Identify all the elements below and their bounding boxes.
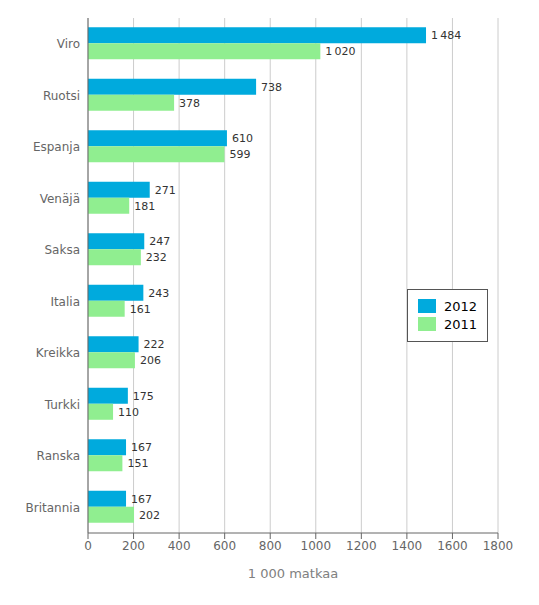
svg-text:1800: 1800 [483,539,514,553]
svg-text:400: 400 [168,539,191,553]
svg-text:Espanja: Espanja [33,140,80,154]
svg-text:Turkki: Turkki [44,398,80,412]
svg-text:247: 247 [149,235,170,248]
svg-text:Kreikka: Kreikka [36,346,80,360]
svg-text:181: 181 [134,200,155,213]
svg-text:222: 222 [144,338,165,351]
svg-text:232: 232 [146,251,167,264]
svg-text:Venäjä: Venäjä [40,192,80,206]
svg-text:Ruotsi: Ruotsi [43,89,80,103]
svg-text:Saksa: Saksa [44,243,80,257]
svg-text:Italia: Italia [50,295,80,309]
svg-text:378: 378 [179,97,200,110]
svg-text:271: 271 [155,184,176,197]
svg-text:243: 243 [148,287,169,300]
svg-text:800: 800 [259,539,282,553]
svg-text:1 484: 1 484 [431,29,461,42]
svg-text:1200: 1200 [346,539,377,553]
svg-text:610: 610 [232,132,253,145]
svg-text:1400: 1400 [392,539,423,553]
svg-text:206: 206 [140,354,161,367]
svg-text:1 000 matkaa: 1 000 matkaa [248,566,338,581]
svg-text:1000: 1000 [301,539,332,553]
svg-text:600: 600 [213,539,236,553]
svg-text:Viro: Viro [57,37,80,51]
svg-text:599: 599 [229,148,250,161]
svg-text:167: 167 [131,441,152,454]
svg-text:1 020: 1 020 [325,45,355,58]
svg-text:202: 202 [139,509,160,522]
svg-text:0: 0 [84,539,92,553]
svg-text:738: 738 [261,81,282,94]
html-text:2011: 2011 [443,316,477,332]
svg-text:161: 161 [130,303,151,316]
svg-text:151: 151 [127,457,148,470]
svg-text:Britannia: Britannia [26,501,80,515]
html-text:2012: 2012 [443,298,477,314]
svg-text:175: 175 [133,390,154,403]
svg-text:Ranska: Ranska [37,449,80,463]
svg-text:167: 167 [131,493,152,506]
svg-text:1600: 1600 [437,539,468,553]
svg-text:110: 110 [118,406,139,419]
svg-text:200: 200 [122,539,145,553]
